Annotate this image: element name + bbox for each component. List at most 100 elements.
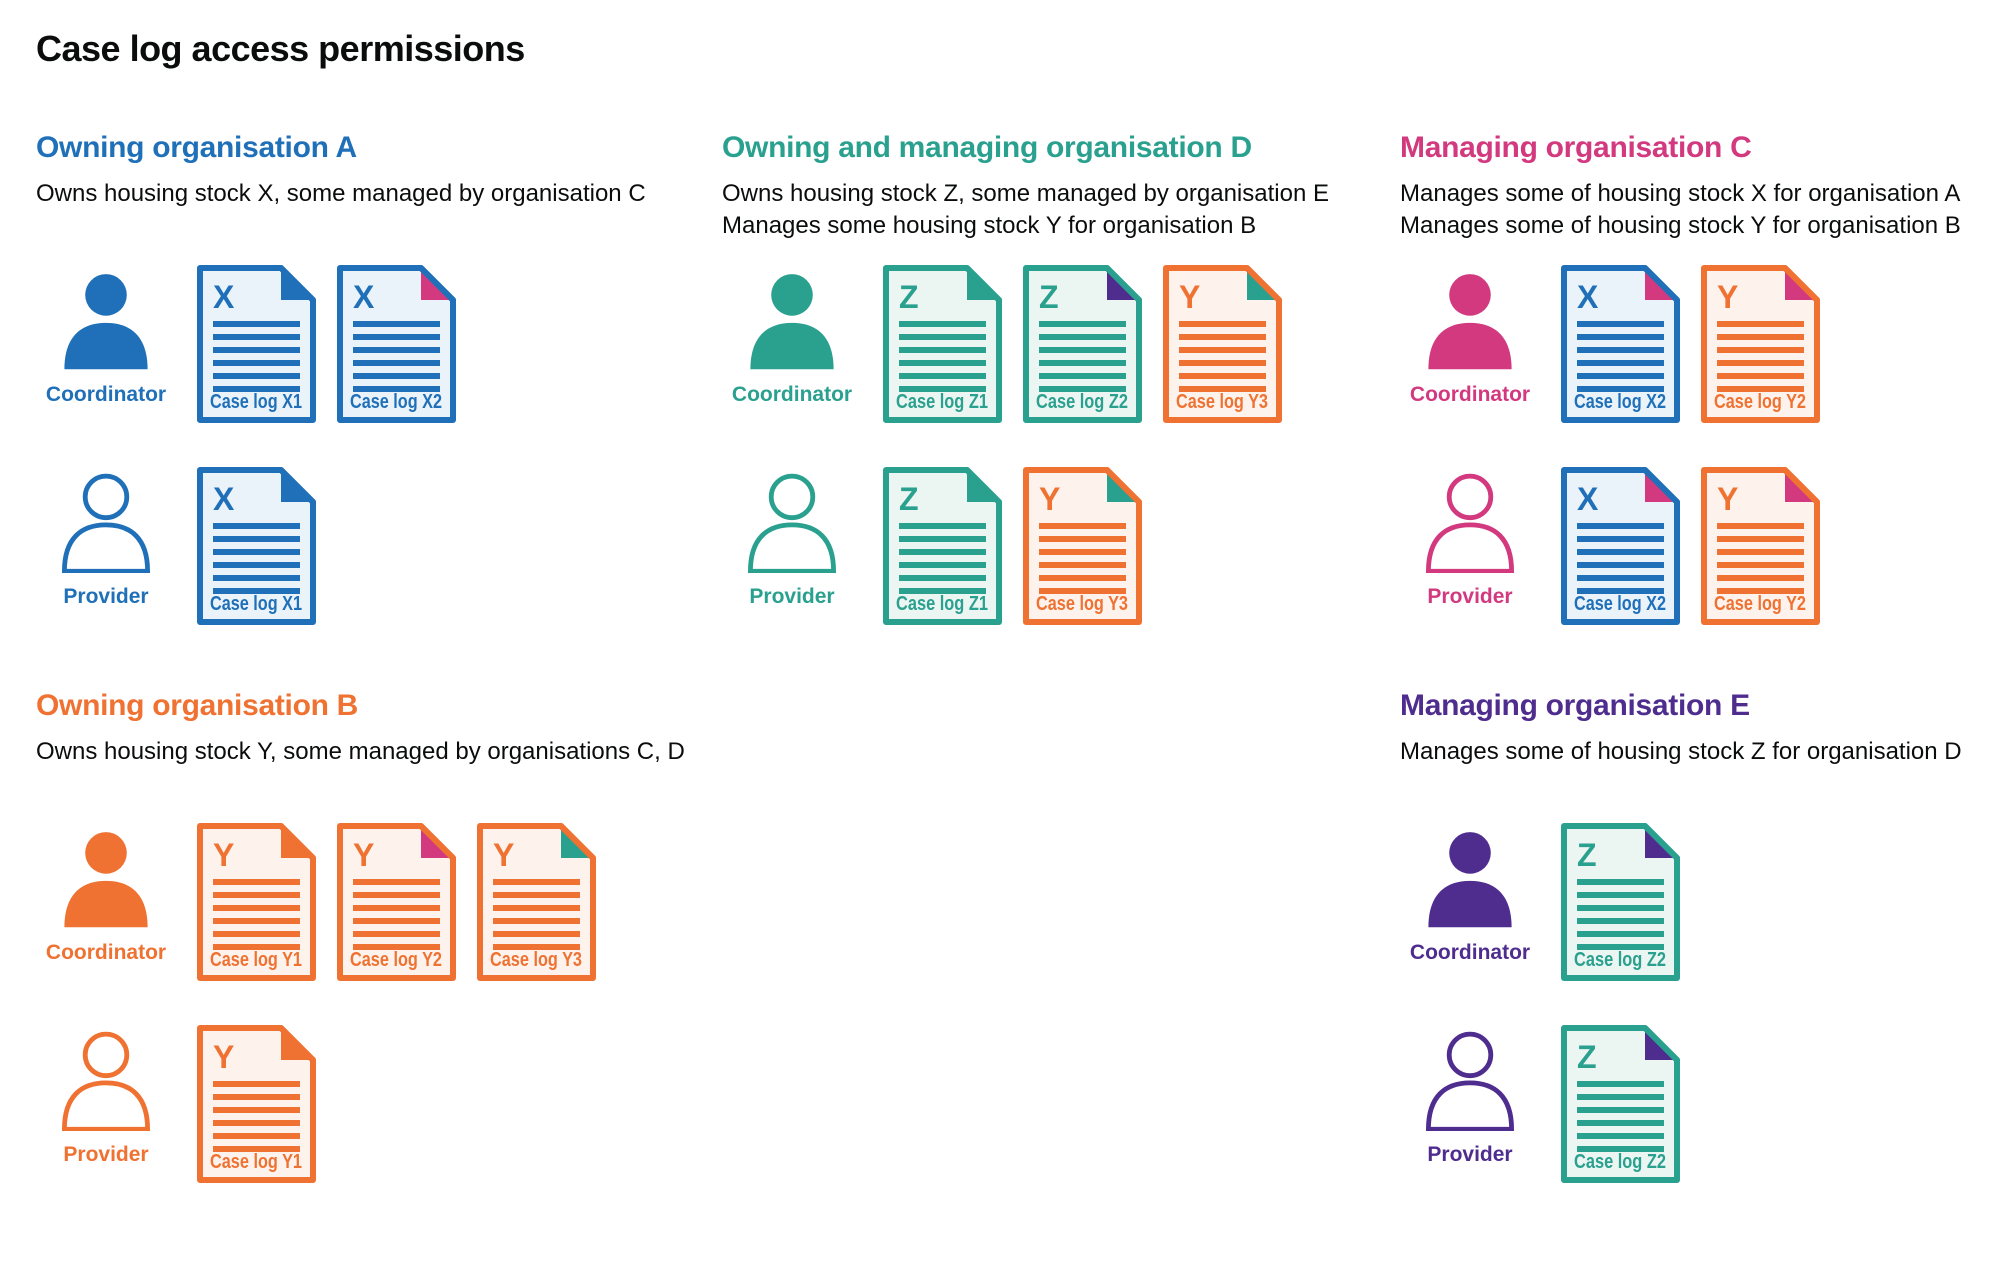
section-heading: Owning organisation A xyxy=(36,131,357,164)
doc-line xyxy=(493,944,580,950)
doc-line xyxy=(1039,588,1126,594)
section-heading: Managing organisation C xyxy=(1400,131,1752,164)
doc-line xyxy=(353,347,440,353)
doc-fold-edge xyxy=(1104,467,1142,505)
section-description-line: Manages some of housing stock Z for orga… xyxy=(1400,738,1962,765)
section-description-line: Owns housing stock Y, some managed by or… xyxy=(36,738,685,765)
person-head xyxy=(82,1031,130,1079)
doc-line xyxy=(353,892,440,898)
doc-letter: Y xyxy=(493,837,514,873)
doc-line xyxy=(213,588,300,594)
doc-line xyxy=(1039,562,1126,568)
person-head xyxy=(1449,832,1491,874)
case-log-docs: Z Case log Z2 xyxy=(1560,1024,1700,1184)
diagram-columns: Owning organisation A Owns housing stock … xyxy=(36,128,2000,1184)
provider-person: Provider xyxy=(36,466,176,609)
coordinator-person: Coordinator xyxy=(36,822,176,965)
doc-page xyxy=(197,265,316,423)
doc-line xyxy=(1577,905,1664,911)
role-label: Provider xyxy=(749,585,835,608)
coordinator-person: Coordinator xyxy=(1400,822,1540,965)
doc-line xyxy=(899,536,986,542)
doc-line xyxy=(1577,321,1664,327)
case-log-doc-case-log-z2: Z Case log Z2 xyxy=(1560,1024,1681,1184)
doc-line xyxy=(213,1133,300,1139)
doc-line xyxy=(1179,334,1266,340)
doc-line xyxy=(899,588,986,594)
doc-line xyxy=(353,373,440,379)
org-c-coordinator-row: Coordinator X Case log X2 Y Case log Y2 xyxy=(1400,264,1980,424)
doc-fold-edge xyxy=(418,265,456,303)
doc-line xyxy=(1039,334,1126,340)
doc-label: Case log Z2 xyxy=(1574,949,1666,971)
person-head xyxy=(1446,473,1494,521)
person-body xyxy=(1428,322,1512,370)
person-head xyxy=(771,274,813,316)
doc-label: Case log X2 xyxy=(350,391,442,413)
coordinator-icon xyxy=(58,264,154,371)
doc-line xyxy=(1039,360,1126,366)
section-description: Manages some of housing stock X for orga… xyxy=(1400,178,1980,242)
doc-fold-edge xyxy=(1642,1025,1680,1063)
case-log-doc-case-log-y2: Y Case log Y2 xyxy=(1700,264,1821,424)
case-log-doc-case-log-x2: X Case log X2 xyxy=(1560,466,1681,626)
case-log-doc-case-log-y1: Y Case log Y1 xyxy=(196,1024,317,1184)
section-heading: Owning organisation B xyxy=(36,689,359,722)
doc-line xyxy=(493,905,580,911)
doc-label: Case log X1 xyxy=(210,391,302,413)
doc-page xyxy=(1023,265,1142,423)
doc-line xyxy=(1577,1081,1664,1087)
doc-line xyxy=(1039,321,1126,327)
doc-label: Case log Y3 xyxy=(1036,593,1128,615)
doc-line xyxy=(1179,386,1266,392)
person-head xyxy=(82,473,130,521)
case-log-doc-case-log-x1: X Case log X1 xyxy=(196,466,317,626)
doc-label: Case log Y3 xyxy=(490,949,582,971)
section-description: Manages some of housing stock Z for orga… xyxy=(1400,736,1980,800)
coordinator-person: Coordinator xyxy=(36,264,176,407)
doc-fold-edge xyxy=(964,265,1002,303)
doc-line xyxy=(899,347,986,353)
doc-line xyxy=(1179,360,1266,366)
case-log-docs: Y Case log Y1 xyxy=(196,1024,336,1184)
doc-line xyxy=(353,334,440,340)
doc-line xyxy=(213,562,300,568)
doc-label: Case log X1 xyxy=(210,593,302,615)
doc-line xyxy=(353,321,440,327)
doc-line xyxy=(1717,347,1804,353)
doc-line xyxy=(213,1094,300,1100)
coordinator-icon xyxy=(744,264,840,371)
provider-person: Provider xyxy=(36,1024,176,1167)
doc-label: Case log X2 xyxy=(1574,593,1666,615)
doc-fold-edge xyxy=(278,823,316,861)
role-label: Provider xyxy=(1427,1143,1513,1166)
section-org-b: Owning organisation B Owns housing stock … xyxy=(36,686,722,1184)
coordinator-icon xyxy=(1422,264,1518,371)
doc-letter: X xyxy=(353,279,375,315)
case-log-doc-case-log-x2: X Case log X2 xyxy=(336,264,457,424)
doc-line xyxy=(1577,1146,1664,1152)
doc-label: Case log Y2 xyxy=(350,949,442,971)
doc-letter: Y xyxy=(1717,481,1738,517)
person-body xyxy=(750,322,834,370)
doc-page xyxy=(197,1025,316,1183)
case-log-doc-case-log-y3: Y Case log Y3 xyxy=(476,822,597,982)
doc-line xyxy=(1039,536,1126,542)
doc-line xyxy=(213,536,300,542)
person-head xyxy=(85,274,127,316)
doc-line xyxy=(213,1081,300,1087)
case-log-docs: X Case log X1 X Case log X2 xyxy=(196,264,476,424)
doc-line xyxy=(1577,334,1664,340)
doc-line xyxy=(1577,523,1664,529)
case-log-docs: X Case log X2 Y Case log Y2 xyxy=(1560,466,1840,626)
person-body xyxy=(64,880,148,928)
doc-letter: X xyxy=(213,481,235,517)
doc-line xyxy=(1577,360,1664,366)
doc-page xyxy=(337,823,456,981)
doc-line xyxy=(1577,1120,1664,1126)
case-log-doc-case-log-x2: X Case log X2 xyxy=(1560,264,1681,424)
doc-line xyxy=(493,918,580,924)
doc-line xyxy=(1039,575,1126,581)
coordinator-person: Coordinator xyxy=(722,264,862,407)
case-log-docs: Y Case log Y1 Y Case log Y2 Y Case log Y… xyxy=(196,822,616,982)
